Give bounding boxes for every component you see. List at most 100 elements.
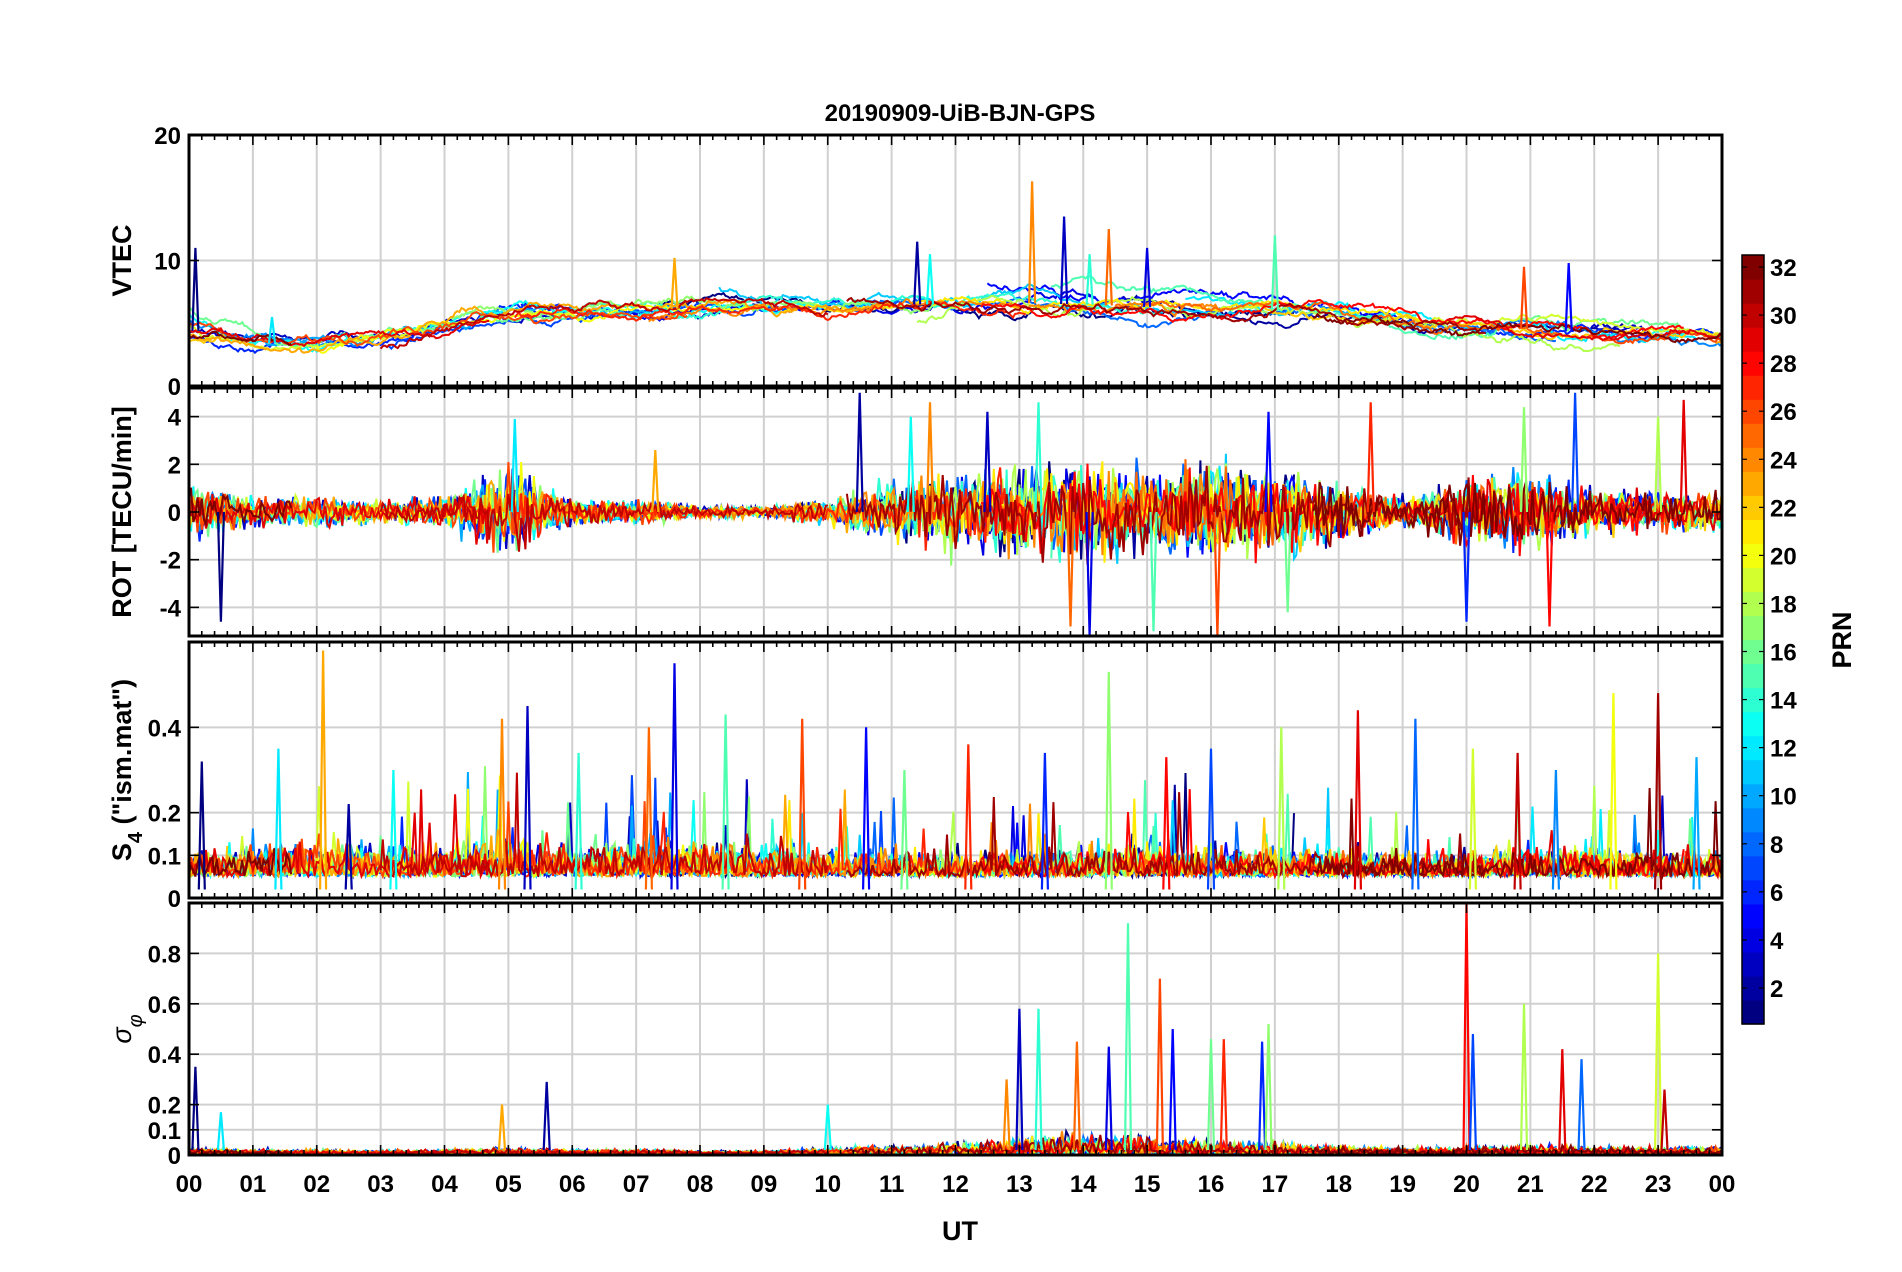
- panel-1: 0 10 20 VTEC: [107, 123, 1724, 401]
- prn-32-series: [1312, 312, 1722, 344]
- y-tick-label: 0: [168, 374, 181, 401]
- series-group: [189, 650, 1722, 890]
- colorbar-segment: [1742, 567, 1764, 593]
- prn-30-series: [379, 772, 829, 879]
- prn-32-series: [189, 487, 293, 528]
- colorbar-tick-label: 28: [1770, 351, 1797, 378]
- data-spike: [1060, 216, 1069, 305]
- data-spike: [798, 718, 807, 890]
- x-tick-label: 22: [1581, 1171, 1608, 1198]
- data-spike: [1366, 402, 1375, 513]
- colorbar-tick-label: 2: [1770, 976, 1783, 1003]
- data-spike: [670, 257, 679, 310]
- data-spike: [1462, 511, 1471, 622]
- colorbar-tick-label: 4: [1770, 928, 1784, 955]
- y-tick-label: 4: [168, 405, 182, 432]
- data-spike: [1143, 247, 1152, 307]
- data-spike: [1034, 1008, 1043, 1151]
- data-spike: [1519, 1003, 1529, 1151]
- prn-31-series: [845, 465, 1487, 565]
- colorbar-segment: [1742, 471, 1764, 496]
- data-spike: [216, 1112, 225, 1151]
- data-spike: [823, 1104, 832, 1151]
- y-tick-label: 0: [168, 886, 181, 913]
- prn-31-series: [846, 792, 1487, 880]
- x-tick-label: 10: [814, 1171, 841, 1198]
- prn-28-series: [980, 789, 1685, 880]
- colorbar-segment: [1742, 879, 1764, 905]
- x-tick-label: 23: [1645, 1171, 1672, 1198]
- data-spike: [1072, 1041, 1081, 1151]
- x-tick-label: 15: [1134, 1171, 1161, 1198]
- colorbar-segment: [1742, 447, 1764, 472]
- colorbar-segment: [1742, 663, 1764, 689]
- x-tick-label: 19: [1389, 1171, 1416, 1198]
- data-spike: [197, 761, 206, 890]
- y-tick-label: 0: [168, 1143, 181, 1170]
- x-tick-label: 18: [1325, 1171, 1352, 1198]
- panel-3: 0 0.1 0.2 0.4S4 ("ism.mat"): [107, 640, 1724, 913]
- colorbar-segment: [1742, 999, 1764, 1025]
- data-spike: [1085, 254, 1094, 305]
- data-spike: [862, 727, 871, 890]
- colorbar-segment: [1742, 975, 1764, 1001]
- y-tick-label: 0.4: [148, 715, 182, 742]
- y-tick-label: 2: [168, 452, 181, 479]
- data-spike: [1468, 748, 1477, 890]
- data-spike: [1660, 1089, 1669, 1151]
- colorbar-tick-label: 12: [1770, 736, 1797, 763]
- colorbar-tick-label: 8: [1770, 832, 1783, 859]
- data-spike: [1104, 671, 1113, 890]
- y-tick-label: 10: [154, 249, 181, 276]
- colorbar-segment: [1742, 807, 1764, 833]
- colorbar-segment: [1742, 399, 1764, 424]
- data-spike: [855, 392, 864, 513]
- data-spike: [1270, 235, 1279, 311]
- data-spike: [1002, 1079, 1011, 1151]
- colorbar-segment: [1742, 327, 1764, 352]
- panel-2: -4 -2 0 2 4 ROT [TECU/min]: [107, 386, 1724, 638]
- data-spike: [721, 714, 730, 890]
- data-spike: [1571, 392, 1580, 513]
- colorbar-segment: [1742, 279, 1764, 304]
- data-spike: [983, 411, 992, 513]
- data-spike: [1258, 1041, 1267, 1151]
- data-spike: [497, 718, 507, 890]
- prn-25-series: [1114, 459, 1564, 549]
- series-group: [189, 392, 1722, 636]
- prn-13-series: [189, 299, 822, 354]
- data-spike: [1015, 1008, 1024, 1151]
- colorbar-segment: [1742, 951, 1764, 977]
- colorbar-segment: [1742, 759, 1764, 785]
- x-tick-label: 16: [1198, 1171, 1225, 1198]
- data-spike: [1168, 1028, 1177, 1151]
- colorbar-tick-label: 24: [1770, 447, 1797, 474]
- colorbar-tick-label: 20: [1770, 543, 1797, 570]
- data-spike: [913, 241, 922, 305]
- x-tick-label: 20: [1453, 1171, 1480, 1198]
- data-spike: [1519, 266, 1529, 329]
- prn-32-series: [189, 848, 293, 879]
- colorbar-tick-label: 32: [1770, 255, 1797, 282]
- data-spike: [1264, 411, 1273, 513]
- x-tick-label: 04: [431, 1171, 458, 1198]
- colorbar-tick-label: 16: [1770, 640, 1797, 667]
- x-axis-label: UT: [942, 1216, 978, 1246]
- prn-22-series: [189, 333, 228, 345]
- y-tick-label: 20: [154, 123, 181, 150]
- data-spike: [1551, 769, 1560, 890]
- x-tick-label: 11: [879, 1171, 904, 1198]
- series-group: [189, 903, 1722, 1155]
- colorbar-segment: [1742, 927, 1764, 953]
- colorbar-segment: [1742, 711, 1764, 737]
- y-axis-label: ROT [TECU/min]: [107, 406, 137, 617]
- data-spike: [1577, 1059, 1586, 1151]
- prn-19-series: [1383, 313, 1722, 337]
- colorbar-segment: [1742, 375, 1764, 400]
- x-tick-label: 02: [303, 1171, 330, 1198]
- data-spike: [1277, 727, 1286, 890]
- y-tick-label: 0.8: [148, 941, 181, 968]
- y-axis-label: VTEC: [107, 224, 137, 296]
- data-spike: [1283, 511, 1292, 613]
